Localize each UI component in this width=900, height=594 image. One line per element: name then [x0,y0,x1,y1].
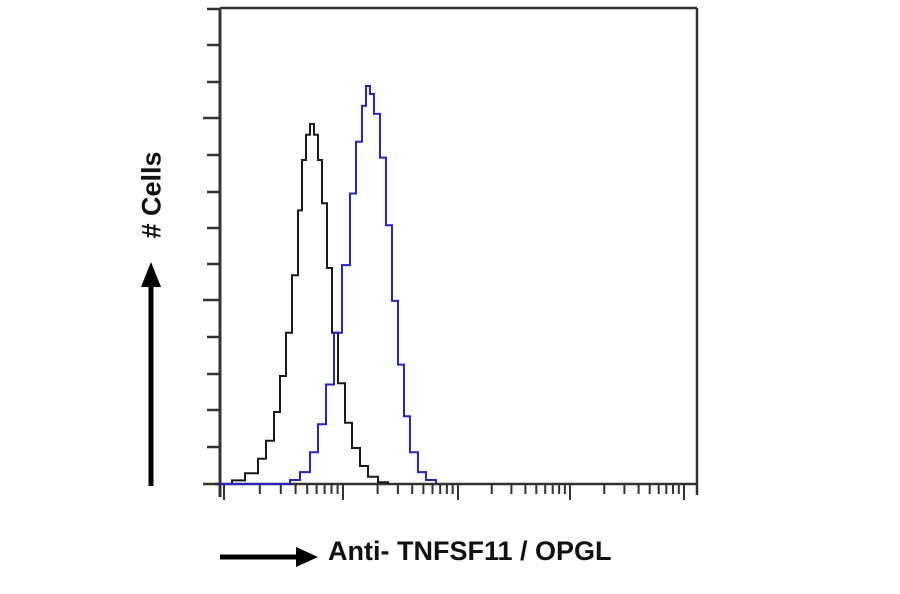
y-axis-label-text: # Cells [136,151,167,239]
stained-histogram-line [220,85,437,485]
y-axis-ticks [203,7,220,486]
x-axis-ticks [223,484,685,500]
plot-frame [215,6,699,497]
x-axis-label: Anti- TNFSF11 / OPGL [328,536,612,566]
y-axis-arrow [141,262,161,486]
x-axis-arrow [220,547,318,567]
control-histogram-line [220,123,389,485]
y-axis-label: # Cells [132,130,172,260]
